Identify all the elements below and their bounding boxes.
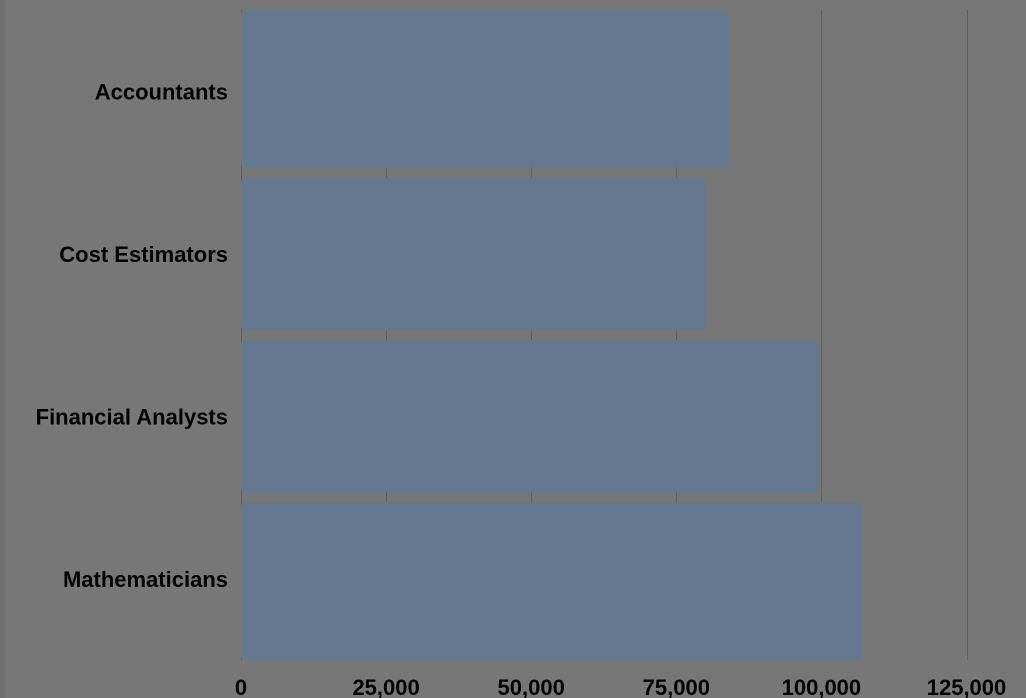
x-axis-tick-labels: 0 25,000 50,000 75,000 100,000 125,000 (235, 675, 1006, 698)
x-tick-label-0: 0 (235, 675, 247, 698)
bar-mathematicians[interactable] (241, 502, 863, 661)
x-tick-label-4: 100,000 (782, 675, 862, 698)
category-label-mathematicians: Mathematicians (63, 567, 228, 592)
x-tick-label-5: 125,000 (927, 675, 1007, 698)
x-tick-label-2: 50,000 (498, 675, 565, 698)
category-labels: Accountants Cost Estimators Financial Anal… (36, 79, 228, 592)
x-tick-label-1: 25,000 (352, 675, 419, 698)
x-tick-label-3: 75,000 (643, 675, 710, 698)
category-label-accountants: Accountants (95, 79, 228, 104)
left-edge-strip (0, 0, 5, 698)
bars (241, 10, 863, 661)
bar-accountants[interactable] (241, 10, 729, 168)
bar-cost-estimators[interactable] (241, 177, 706, 331)
bar-financial-analysts[interactable] (241, 340, 819, 493)
category-label-cost-estimators: Cost Estimators (59, 242, 228, 267)
category-label-financial-analysts: Financial Analysts (36, 404, 228, 429)
